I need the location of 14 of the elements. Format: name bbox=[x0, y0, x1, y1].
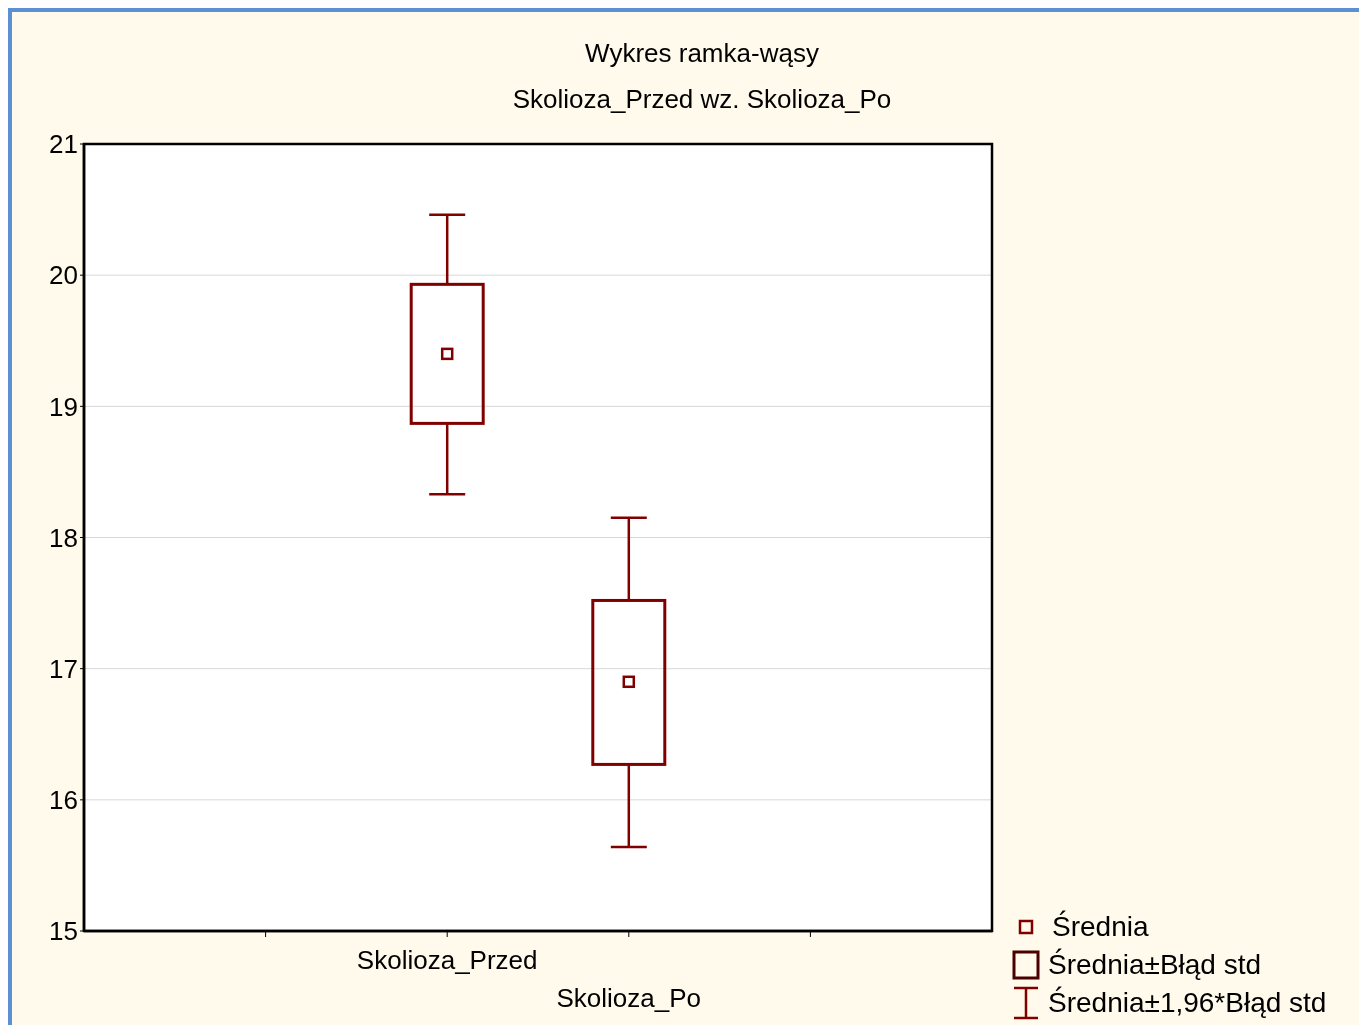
y-tick-label: 17 bbox=[49, 653, 78, 684]
text: Średnia bbox=[1052, 909, 1149, 944]
y-tick-label: 21 bbox=[49, 129, 78, 160]
x-tick-label: Skolioza_Przed bbox=[356, 945, 538, 975]
y-tick-label: 20 bbox=[49, 260, 78, 291]
y-tick-label: 15 bbox=[49, 916, 78, 947]
chart-title: Wykres ramka-wąsy bbox=[584, 38, 820, 69]
chart-subtitle: Skolioza_Przed wz. Skolioza_Po bbox=[511, 84, 893, 115]
y-tick-label: 18 bbox=[49, 522, 78, 553]
text: Średnia±Błąd std bbox=[1048, 947, 1262, 982]
y-tick-label: 19 bbox=[49, 391, 78, 422]
y-tick-label: 16 bbox=[49, 785, 78, 816]
x-tick-label: Skolioza_Po bbox=[556, 983, 702, 1013]
text: Średnia±1,96*Błąd std bbox=[1048, 985, 1327, 1020]
